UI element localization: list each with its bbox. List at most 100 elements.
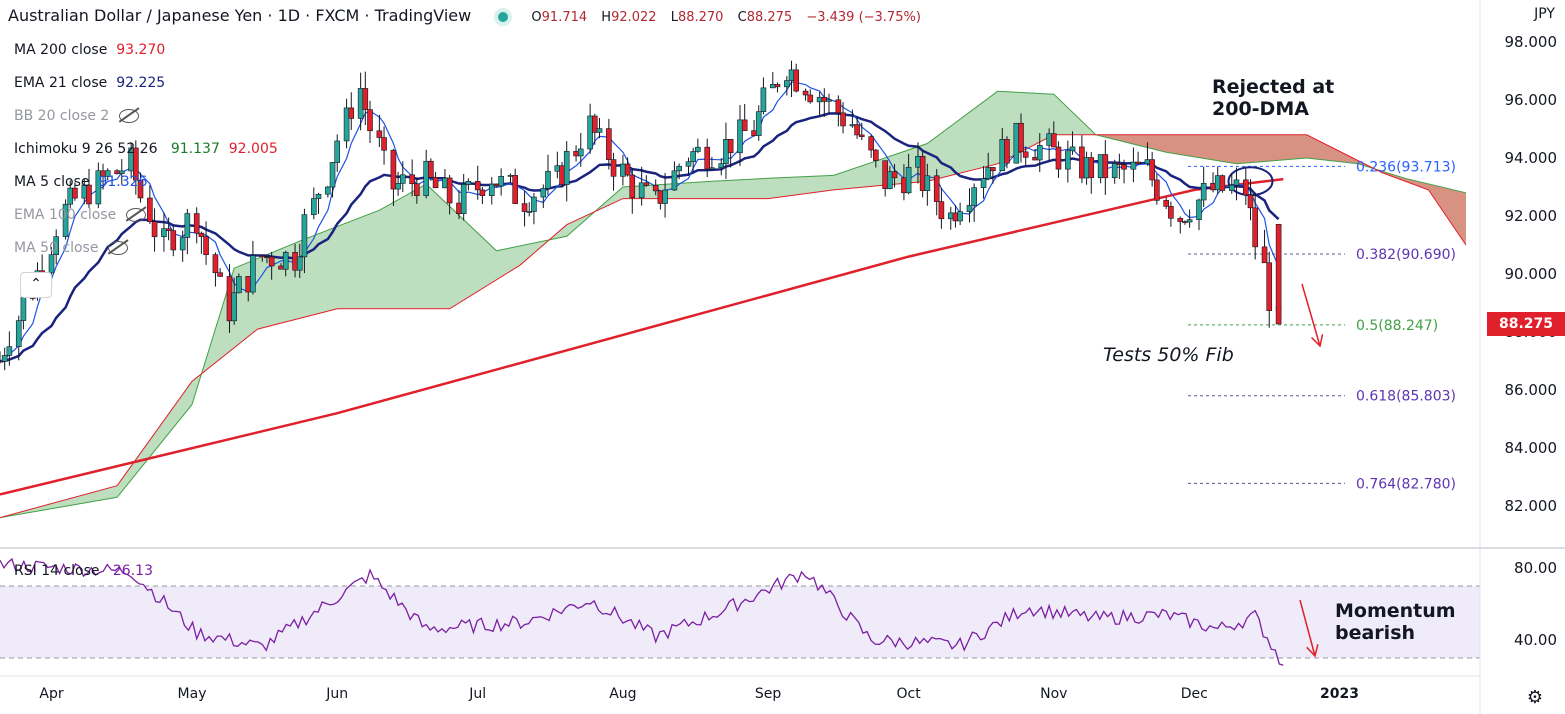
candle-body — [423, 160, 430, 196]
candle-body — [381, 137, 387, 151]
collapse-legend-button[interactable]: ⌃ — [20, 272, 52, 298]
candle-body — [203, 236, 209, 255]
candle-body — [67, 187, 74, 205]
fib-level-label: 0.5(88.247) — [1356, 318, 1438, 334]
candle-body — [606, 128, 612, 160]
settings-gear-icon[interactable]: ⚙ — [1526, 687, 1543, 708]
candle-body — [1022, 151, 1029, 158]
symbol-title[interactable]: Australian Dollar / Japanese Yen · 1D · … — [8, 6, 472, 25]
legend-ma5[interactable]: MA 5 close 91.326 — [14, 174, 148, 190]
candle-body — [540, 188, 547, 198]
candle-body — [1243, 179, 1249, 196]
rsi-band — [0, 586, 1480, 658]
legend-ma50[interactable]: MA 50 close — [14, 240, 129, 256]
candle-body — [1135, 161, 1141, 164]
candle-body — [624, 163, 631, 176]
candle-body — [409, 174, 415, 185]
candle-body — [826, 99, 832, 102]
hidden-eye-icon[interactable] — [108, 241, 129, 255]
candle-body — [952, 212, 959, 222]
candle-body — [493, 183, 500, 187]
candle-body — [165, 228, 172, 231]
candle-body — [1210, 182, 1216, 191]
ichimoku-span-a — [0, 90, 1467, 519]
candle-body — [999, 139, 1006, 172]
price-tick-label: 98.000 — [1505, 33, 1558, 51]
candle-body — [245, 276, 252, 293]
market-status-icon — [498, 11, 509, 22]
time-tick-label: May — [178, 686, 207, 702]
candle-body — [301, 214, 308, 258]
candle-body — [428, 160, 434, 178]
candle-body — [938, 201, 945, 220]
fib-arrow — [1301, 283, 1321, 347]
cloud-fill — [0, 91, 1466, 518]
candle-body — [1163, 200, 1170, 207]
price-tick-label: 96.000 — [1505, 91, 1558, 109]
candle-body — [498, 175, 504, 187]
candle-body — [296, 256, 303, 271]
candle-body — [1018, 122, 1024, 153]
candle-body — [184, 213, 191, 238]
legend-rsi[interactable]: RSI 14 close 26.13 — [14, 563, 153, 579]
legend-bb20[interactable]: BB 20 close 2 — [14, 108, 140, 124]
candle-body — [278, 265, 284, 270]
legend-ema21[interactable]: EMA 21 close 92.225 — [14, 75, 166, 91]
candle-body — [769, 84, 776, 89]
candle-body — [610, 159, 617, 177]
ma5-line — [0, 81, 1280, 362]
indicator-lines — [0, 81, 1284, 496]
candle-body — [709, 167, 715, 170]
candle-body — [179, 237, 186, 251]
candle-body — [1111, 163, 1118, 179]
time-tick-label: Oct — [896, 686, 921, 702]
candle-body — [442, 177, 448, 189]
candle-body — [1196, 199, 1202, 220]
candle-body — [882, 160, 888, 190]
currency-label[interactable]: JPY — [1534, 6, 1555, 22]
candle-body — [685, 161, 692, 167]
candle-body — [723, 139, 729, 164]
annotation-fib-test: Tests 50% Fib — [1103, 344, 1234, 366]
candle-body — [971, 187, 977, 206]
candle-body — [1228, 184, 1235, 191]
candle-body — [315, 193, 322, 199]
candle-body — [1149, 159, 1155, 181]
candle-body — [788, 69, 795, 81]
candle-body — [1214, 175, 1221, 191]
candle-body — [133, 147, 139, 181]
candle-body — [1079, 146, 1085, 179]
candle-body — [1186, 219, 1193, 223]
candle-body — [521, 203, 528, 212]
annotation-arrows — [1299, 283, 1324, 658]
rsi-line — [0, 557, 1284, 666]
price-tick-label: 90.000 — [1505, 265, 1558, 283]
candle-body — [784, 80, 790, 88]
hidden-eye-icon[interactable] — [119, 109, 140, 123]
price-tick-label: 84.000 — [1505, 439, 1558, 457]
candle-body — [990, 167, 996, 172]
candle-body — [282, 251, 289, 270]
hidden-eye-icon[interactable] — [126, 208, 147, 222]
candle-body — [362, 88, 369, 110]
candle-body — [657, 190, 664, 204]
candle-body — [652, 185, 659, 192]
candle-body — [563, 151, 570, 185]
candle-body — [1046, 133, 1052, 146]
legend-ema100[interactable]: EMA 100 close — [14, 207, 147, 223]
candle-body — [62, 203, 69, 237]
candle-body — [643, 182, 650, 186]
legend-ma200[interactable]: MA 200 close 93.270 — [14, 42, 166, 58]
candle-body — [1, 355, 8, 362]
time-tick-label: Jun — [325, 686, 348, 702]
candle-body — [465, 181, 472, 185]
candle-body — [292, 251, 298, 271]
legend-ichimoku[interactable]: Ichimoku 9 26 52 26 91.137 92.005 — [14, 141, 278, 157]
candle-body — [1182, 221, 1188, 223]
ichimoku-span-b — [0, 134, 1467, 519]
candle-body — [488, 183, 495, 196]
candle-body — [193, 213, 200, 234]
candle-body — [86, 184, 92, 205]
candle-body — [1200, 182, 1207, 201]
